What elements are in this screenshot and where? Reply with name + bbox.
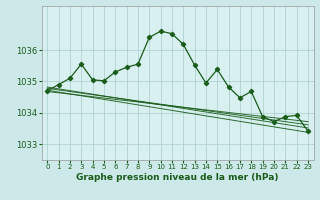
X-axis label: Graphe pression niveau de la mer (hPa): Graphe pression niveau de la mer (hPa) (76, 173, 279, 182)
